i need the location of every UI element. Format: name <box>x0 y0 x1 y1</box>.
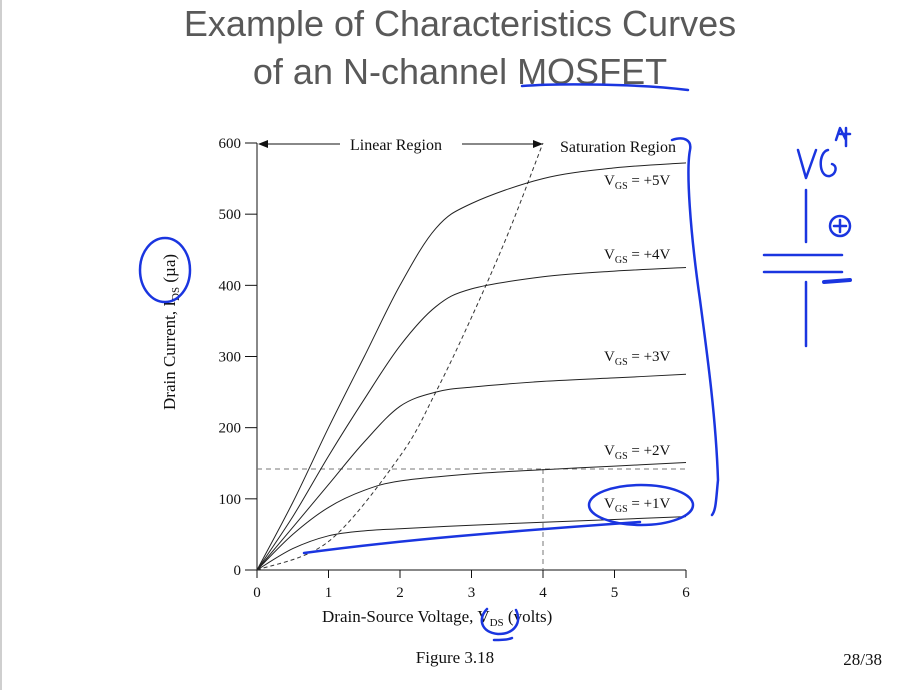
vds-circle-scribble <box>480 607 520 636</box>
x-tick-label: 6 <box>682 585 690 601</box>
vgs1-underline-stroke <box>302 520 642 555</box>
saturation-boundary-scribble <box>670 137 720 517</box>
series-line-vgs1 <box>256 516 687 571</box>
series-lines <box>256 162 687 571</box>
series-line-vgs2 <box>256 462 687 571</box>
x-tick-label: 0 <box>253 585 261 601</box>
x-tick-label: 3 <box>468 585 476 601</box>
title-underline-scribble <box>520 83 690 92</box>
y-tick-label: 500 <box>219 207 242 223</box>
linear-region-arrowhead-right <box>533 140 543 148</box>
battery-minus-sign <box>822 278 852 284</box>
x-ticks: 0 1 2 3 4 5 6 <box>253 570 690 601</box>
series-label-vgs2: VGS = +2V <box>604 443 671 462</box>
page-number: 28/38 <box>843 650 882 669</box>
y-tick-label: 300 <box>219 350 242 366</box>
vgs1-circle <box>587 483 695 527</box>
series-label-vgs4: VGS = +4V <box>604 247 671 266</box>
handwritten-superscript <box>834 126 852 148</box>
linear-region-arrowhead-left <box>258 140 268 148</box>
ids-circle <box>138 236 192 304</box>
x-tick-label: 5 <box>611 585 619 601</box>
y-tick-label: 200 <box>219 421 242 437</box>
y-tick-label: 100 <box>219 492 242 508</box>
slide-title-line1: Example of Characteristics Curves <box>183 3 737 44</box>
battery-plus-circle <box>828 214 852 238</box>
saturation-region-label: Saturation Region <box>560 139 676 156</box>
series-label-vgs5: VGS = +5V <box>604 173 671 192</box>
series-label-vgs1: VGS = +1V <box>604 496 671 515</box>
y-axis-title: Drain Current, IDS (µa) <box>160 254 182 410</box>
x-tick-label: 1 <box>325 585 333 601</box>
series-label-vgs3: VGS = +3V <box>604 349 671 368</box>
linear-region-label: Linear Region <box>350 137 442 154</box>
y-tick-label: 600 <box>219 136 242 152</box>
x-tick-label: 4 <box>539 585 547 601</box>
series-line-vgs3 <box>256 373 687 571</box>
battery-plus-sign <box>832 218 848 234</box>
figure-caption: Figure 3.18 <box>415 648 495 667</box>
y-tick-label: 0 <box>234 563 242 579</box>
y-ticks: 0 100 200 300 400 500 600 <box>219 136 257 579</box>
series-line-vgs4 <box>256 267 687 571</box>
series-line-vgs5 <box>256 162 687 571</box>
slide-edge <box>0 0 2 690</box>
x-tick-label: 2 <box>396 585 404 601</box>
vds-underline-stroke <box>492 636 514 642</box>
handwritten-annotations <box>138 83 852 642</box>
pinch-off-boundary-curve <box>256 142 544 571</box>
handwritten-vg-letters <box>796 148 837 180</box>
y-tick-label: 400 <box>219 278 242 294</box>
